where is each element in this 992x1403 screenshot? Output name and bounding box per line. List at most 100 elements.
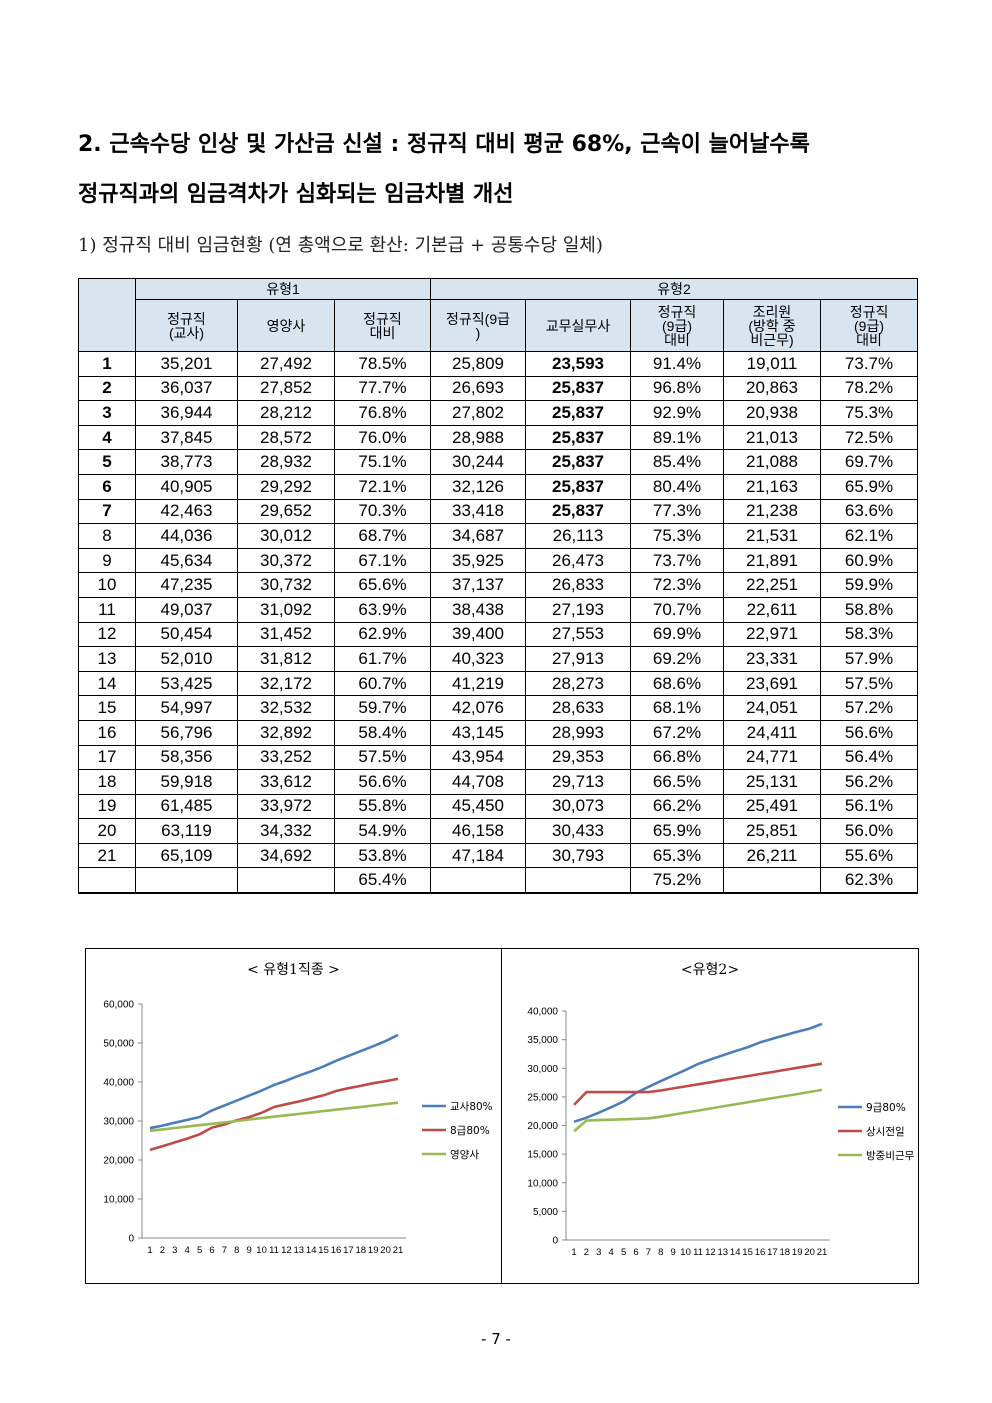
- table-cell: 33,972: [237, 793, 335, 820]
- table-cell: 73.7%: [819, 351, 919, 377]
- table-cell: 69.7%: [819, 449, 919, 475]
- tenure-year-cell: 9: [78, 547, 136, 574]
- table-cell: 42,076: [430, 695, 526, 721]
- page-number: - 7 -: [481, 1330, 511, 1348]
- summary-cell: 75.2%: [630, 867, 724, 895]
- table-cell: 66.5%: [630, 769, 724, 795]
- x-tick-label: 18: [780, 1247, 791, 1258]
- table-cell: 28,572: [237, 424, 335, 451]
- table-cell: 46,158: [430, 818, 526, 844]
- x-tick-label: 21: [393, 1245, 404, 1256]
- heading-line-1: 2. 근속수당 인상 및 가산금 신설 : 정규직 대비 평균 68%, 근속이…: [78, 132, 810, 157]
- x-tick-label: 15: [742, 1247, 753, 1258]
- table-cell: 31,812: [237, 646, 335, 672]
- x-tick-label: 11: [269, 1245, 279, 1256]
- group-header-type2: 유형2: [429, 278, 919, 300]
- x-tick-label: 19: [368, 1245, 379, 1256]
- table-cell: 28,633: [525, 695, 631, 721]
- x-tick-label: 8: [658, 1247, 663, 1258]
- table-cell: 26,833: [525, 572, 631, 598]
- summary-cell: [723, 867, 821, 895]
- table-row: 8 44,036 30,012 68.7% 34,687 26,113 75.3% 21,53…: [78, 523, 919, 549]
- table-cell: 47,235: [135, 572, 238, 598]
- table-cell: 68.6%: [630, 670, 724, 697]
- table-cell: 89.1%: [630, 424, 724, 451]
- table-cell: 21,088: [723, 449, 821, 475]
- table-cell: 30,433: [525, 818, 631, 844]
- table-cell: 24,771: [723, 744, 821, 771]
- tenure-year-cell: 21: [78, 842, 136, 869]
- series-line: [573, 1088, 823, 1133]
- table-cell: 28,932: [237, 449, 335, 475]
- x-tick-label: 16: [755, 1247, 766, 1258]
- table-cell: 30,732: [237, 572, 335, 598]
- table-cell: 67.2%: [630, 719, 724, 746]
- table-cell: 72.5%: [819, 424, 919, 451]
- table-cell: 33,252: [237, 744, 335, 771]
- table-cell: 53.8%: [334, 842, 431, 869]
- tenure-year-cell: 6: [78, 473, 136, 500]
- x-tick-label: 10: [680, 1247, 691, 1258]
- table-row: 13 52,010 31,812 61.7% 40,323 27,913 69.2% 23,3…: [78, 646, 919, 672]
- table-cell: 73.7%: [630, 547, 724, 574]
- table-cell: 44,708: [430, 769, 526, 795]
- x-tick-label: 6: [633, 1247, 638, 1258]
- table-cell: 33,612: [237, 769, 335, 795]
- table-cell: 59.9%: [819, 572, 919, 598]
- series-line: [149, 1033, 399, 1130]
- column-header: 정규직 대비: [334, 299, 431, 352]
- tenure-year-cell: 4: [78, 424, 136, 451]
- table-cell: 62.1%: [819, 523, 919, 549]
- table-cell: 28,993: [525, 719, 631, 746]
- table-cell: 66.8%: [630, 744, 724, 771]
- table-cell: 43,145: [430, 719, 526, 746]
- x-tick-label: 9: [247, 1245, 252, 1256]
- summary-row: 65.4% 75.2% 62.3%: [78, 867, 919, 895]
- x-tick-label: 1: [571, 1247, 576, 1258]
- x-tick-label: 3: [172, 1245, 177, 1256]
- table-row: 17 58,356 33,252 57.5% 43,954 29,353 66.8% 24,7…: [78, 744, 919, 771]
- table-cell: 26,211: [723, 842, 821, 869]
- table-cell: 96.8%: [630, 375, 724, 402]
- x-tick-label: 5: [197, 1245, 202, 1256]
- x-tick-label: 14: [730, 1247, 741, 1258]
- chart-title: < 유형1직종 >: [247, 962, 340, 978]
- table-cell: 30,793: [525, 842, 631, 869]
- table-cell: 22,251: [723, 572, 821, 598]
- table-cell: 36,037: [135, 375, 238, 402]
- x-tick-label: 1: [147, 1245, 152, 1256]
- table-cell: 29,353: [525, 744, 631, 771]
- tenure-year-cell: 12: [78, 621, 136, 648]
- table-cell: 22,611: [723, 596, 821, 623]
- table-cell: 39,400: [430, 621, 526, 648]
- x-tick-label: 14: [306, 1245, 317, 1256]
- x-tick-label: 20: [380, 1245, 391, 1256]
- table-cell: 25,851: [723, 818, 821, 844]
- table-cell: 59,918: [135, 769, 238, 795]
- table-cell: 41,219: [430, 670, 526, 697]
- table-cell: 28,212: [237, 400, 335, 426]
- x-tick-label: 17: [343, 1245, 354, 1256]
- table-cell: 56.6%: [819, 719, 919, 746]
- table-cell: 60.7%: [334, 670, 431, 697]
- x-tick-label: 3: [596, 1247, 601, 1258]
- table-cell: 36,944: [135, 400, 238, 426]
- y-tick-label: 30,000: [103, 1117, 134, 1128]
- x-tick-label: 7: [222, 1245, 227, 1256]
- tenure-year-cell: 7: [78, 498, 136, 525]
- table-cell: 29,652: [237, 498, 335, 525]
- series-line: [573, 1062, 823, 1106]
- table-row: 5 38,773 28,932 75.1% 30,244 25,837 85.4% 21,08…: [78, 449, 919, 475]
- table-cell: 56,796: [135, 719, 238, 746]
- table-cell: 32,126: [430, 473, 526, 500]
- table-cell: 32,172: [237, 670, 335, 697]
- table-cell: 80.4%: [630, 473, 724, 500]
- y-tick-label: 20,000: [103, 1156, 134, 1167]
- table-cell: 65.9%: [819, 473, 919, 500]
- table-cell: 70.3%: [334, 498, 431, 525]
- table-cell: 28,988: [430, 424, 526, 451]
- table-cell: 58.3%: [819, 621, 919, 648]
- table-row: 1 35,201 27,492 78.5% 25,809 23,593 91.4% 19,01…: [78, 351, 919, 377]
- table-cell: 26,113: [525, 523, 631, 549]
- table-cell: 30,073: [525, 793, 631, 820]
